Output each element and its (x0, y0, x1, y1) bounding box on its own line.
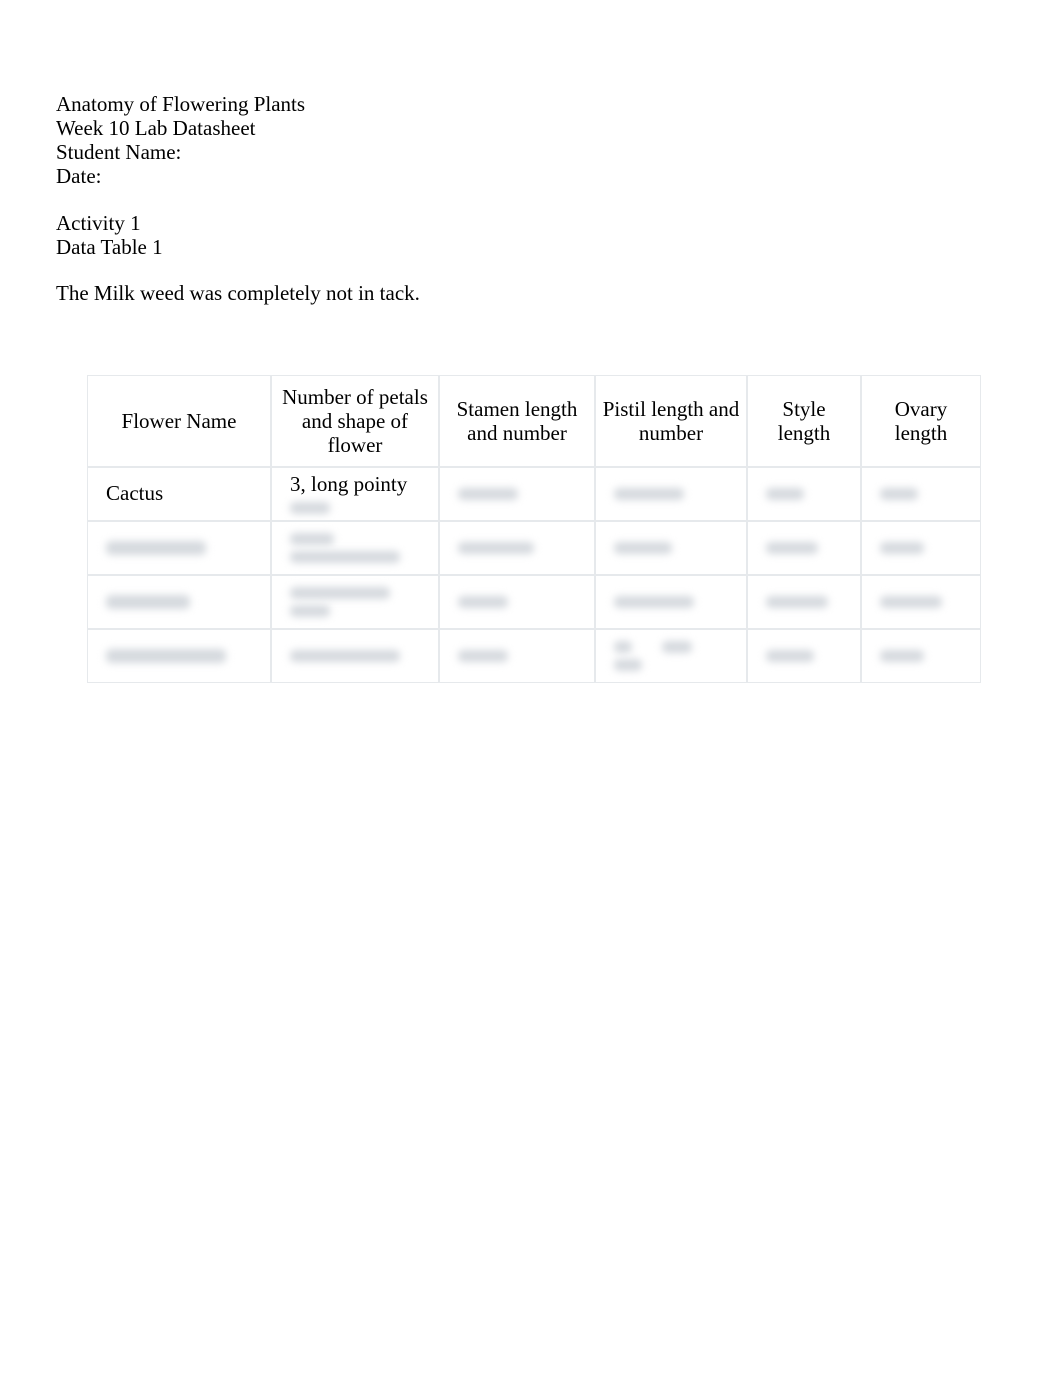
redacted-content (290, 650, 428, 662)
redacted-content (766, 650, 850, 662)
cell-style (746, 466, 860, 520)
document-page: Anatomy of Flowering Plants Week 10 Lab … (0, 0, 1062, 682)
redacted-content (880, 650, 970, 662)
redacted-content (458, 596, 584, 608)
cell-petals (270, 574, 438, 628)
cell-visible-text: 3, long pointy (290, 473, 428, 496)
redacted-content (880, 542, 970, 554)
col-header-style: Style length (746, 376, 860, 466)
redacted-content (880, 596, 970, 608)
table-header-row: Flower Name Number of petals and shape o… (88, 376, 980, 466)
table-row (88, 520, 980, 574)
student-name-label: Student Name: (56, 140, 1006, 164)
col-header-flower-name: Flower Name (88, 376, 270, 466)
cell-petals: 3, long pointy (270, 466, 438, 520)
redacted-content (614, 641, 736, 671)
col-header-petals: Number of petals and shape of flower (270, 376, 438, 466)
redacted-content (458, 488, 584, 500)
redacted-content (458, 542, 584, 554)
cell-petals (270, 520, 438, 574)
data-table-label: Data Table 1 (56, 235, 1006, 259)
redacted-content (766, 488, 850, 500)
cell-pistil (594, 628, 746, 682)
cell-pistil (594, 520, 746, 574)
redacted-content (106, 541, 260, 555)
cell-flower-name (88, 628, 270, 682)
cell-style (746, 520, 860, 574)
table-row: Cactus 3, long pointy (88, 466, 980, 520)
cell-stamen (438, 466, 594, 520)
redacted-content (614, 488, 736, 500)
table-row (88, 574, 980, 628)
data-table-container: Flower Name Number of petals and shape o… (88, 376, 980, 682)
activity-label: Activity 1 (56, 211, 1006, 235)
redacted-content (880, 488, 970, 500)
cell-stamen (438, 574, 594, 628)
cell-pistil (594, 574, 746, 628)
redacted-content (458, 650, 584, 662)
col-header-pistil: Pistil length and number (594, 376, 746, 466)
cell-ovary (860, 466, 980, 520)
redacted-content (106, 649, 260, 663)
data-table: Flower Name Number of petals and shape o… (88, 376, 980, 682)
cell-stamen (438, 520, 594, 574)
cell-style (746, 628, 860, 682)
col-header-ovary: Ovary length (860, 376, 980, 466)
cell-petals (270, 628, 438, 682)
cell-flower-name (88, 574, 270, 628)
col-header-stamen: Stamen length and number (438, 376, 594, 466)
cell-style (746, 574, 860, 628)
redacted-content (614, 542, 736, 554)
redacted-content (290, 502, 428, 514)
date-label: Date: (56, 164, 1006, 188)
doc-title: Anatomy of Flowering Plants (56, 92, 1006, 116)
cell-pistil (594, 466, 746, 520)
redacted-content (106, 595, 260, 609)
redacted-content (766, 542, 850, 554)
cell-flower-name (88, 520, 270, 574)
cell-ovary (860, 574, 980, 628)
cell-stamen (438, 628, 594, 682)
doc-subtitle: Week 10 Lab Datasheet (56, 116, 1006, 140)
redacted-content (766, 596, 850, 608)
cell-ovary (860, 520, 980, 574)
redacted-content (614, 596, 736, 608)
cell-ovary (860, 628, 980, 682)
redacted-content (290, 587, 428, 617)
note-text: The Milk weed was completely not in tack… (56, 281, 1006, 306)
redacted-content (290, 533, 428, 563)
cell-flower-name: Cactus (88, 466, 270, 520)
table-row (88, 628, 980, 682)
